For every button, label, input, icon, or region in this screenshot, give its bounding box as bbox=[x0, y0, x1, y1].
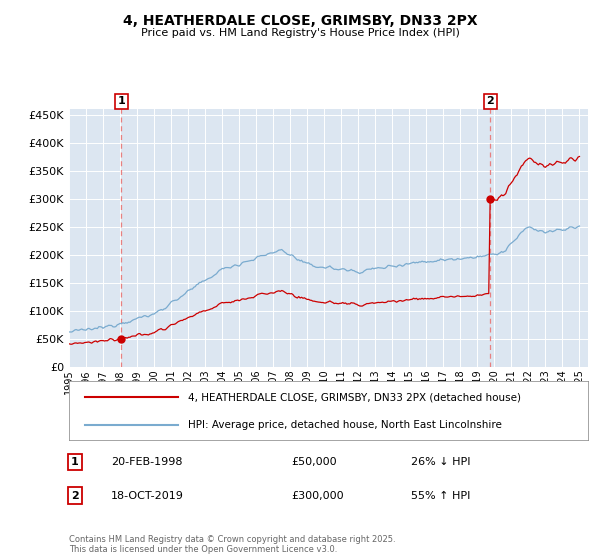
Text: £300,000: £300,000 bbox=[291, 491, 344, 501]
Text: 1: 1 bbox=[118, 96, 125, 106]
Text: 4, HEATHERDALE CLOSE, GRIMSBY, DN33 2PX (detached house): 4, HEATHERDALE CLOSE, GRIMSBY, DN33 2PX … bbox=[188, 392, 521, 402]
Text: 1: 1 bbox=[71, 457, 79, 467]
Text: 20-FEB-1998: 20-FEB-1998 bbox=[111, 457, 182, 467]
Text: 4, HEATHERDALE CLOSE, GRIMSBY, DN33 2PX: 4, HEATHERDALE CLOSE, GRIMSBY, DN33 2PX bbox=[122, 14, 478, 28]
Text: 2: 2 bbox=[486, 96, 494, 106]
Text: Price paid vs. HM Land Registry's House Price Index (HPI): Price paid vs. HM Land Registry's House … bbox=[140, 28, 460, 38]
Text: 55% ↑ HPI: 55% ↑ HPI bbox=[411, 491, 470, 501]
Text: Contains HM Land Registry data © Crown copyright and database right 2025.
This d: Contains HM Land Registry data © Crown c… bbox=[69, 535, 395, 554]
Text: 18-OCT-2019: 18-OCT-2019 bbox=[111, 491, 184, 501]
Text: £50,000: £50,000 bbox=[291, 457, 337, 467]
Text: 2: 2 bbox=[71, 491, 79, 501]
Text: 26% ↓ HPI: 26% ↓ HPI bbox=[411, 457, 470, 467]
Text: HPI: Average price, detached house, North East Lincolnshire: HPI: Average price, detached house, Nort… bbox=[188, 420, 502, 430]
